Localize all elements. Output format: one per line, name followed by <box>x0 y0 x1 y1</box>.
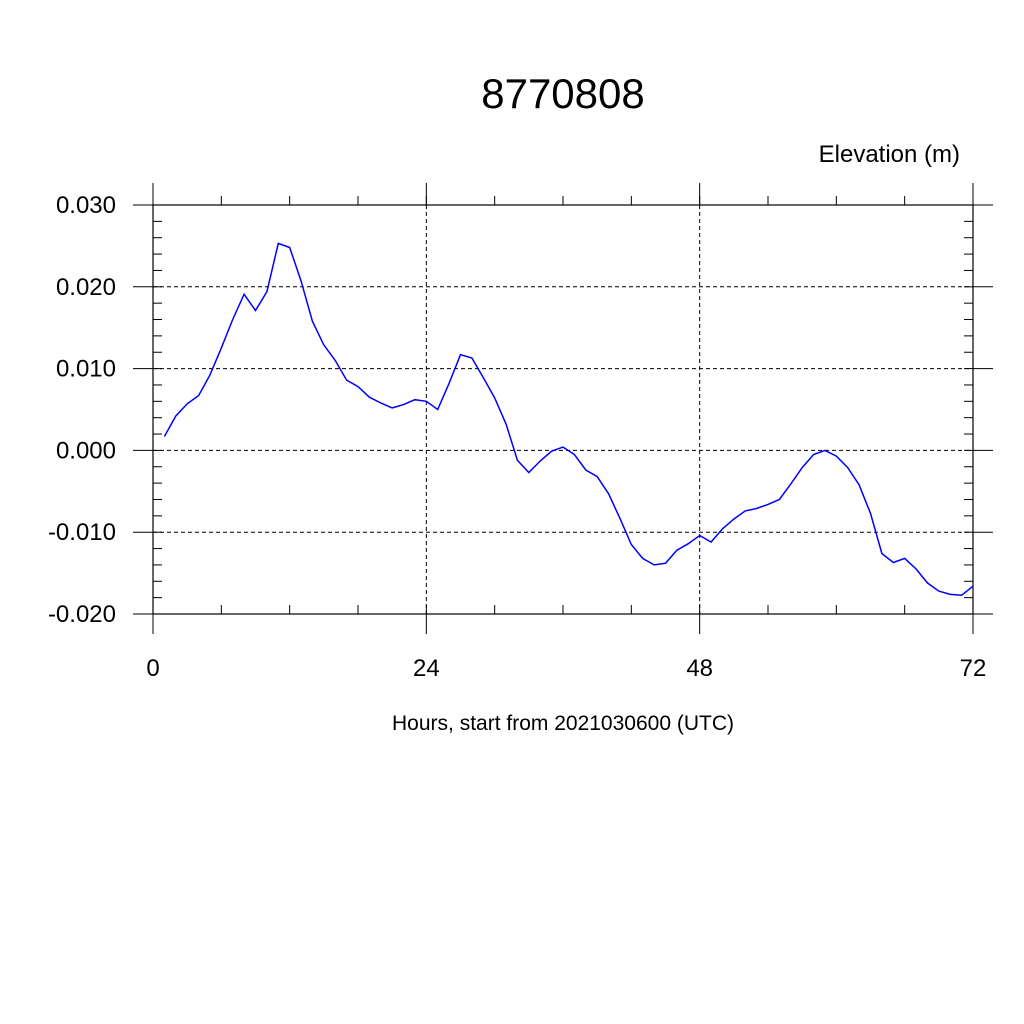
y-tick-label: -0.020 <box>48 601 116 628</box>
y-tick-label: 0.020 <box>56 274 116 301</box>
x-tick-label: 24 <box>413 655 440 682</box>
unit-label: Elevation (m) <box>819 141 960 168</box>
y-tick-label: 0.010 <box>56 356 116 383</box>
x-tick-labels: 0 24 48 72 <box>146 655 986 682</box>
y-tick-label: 0.030 <box>56 192 116 219</box>
y-tick-label: 0.000 <box>56 437 116 464</box>
x-tick-label: 72 <box>960 655 987 682</box>
chart-title: 8770808 <box>481 70 645 117</box>
plot-frame <box>152 204 974 615</box>
y-tick-labels: -0.020 -0.010 0.000 0.010 0.020 0.030 <box>48 192 116 628</box>
y-tick-label: -0.010 <box>48 519 116 546</box>
series-group <box>163 242 974 596</box>
grid-lines <box>152 204 974 615</box>
x-tick-label: 0 <box>146 655 159 682</box>
axis-ticks <box>133 183 993 634</box>
x-axis-label: Hours, start from 2021030600 (UTC) <box>392 712 734 735</box>
series-line <box>163 242 974 596</box>
x-tick-label: 48 <box>686 655 713 682</box>
